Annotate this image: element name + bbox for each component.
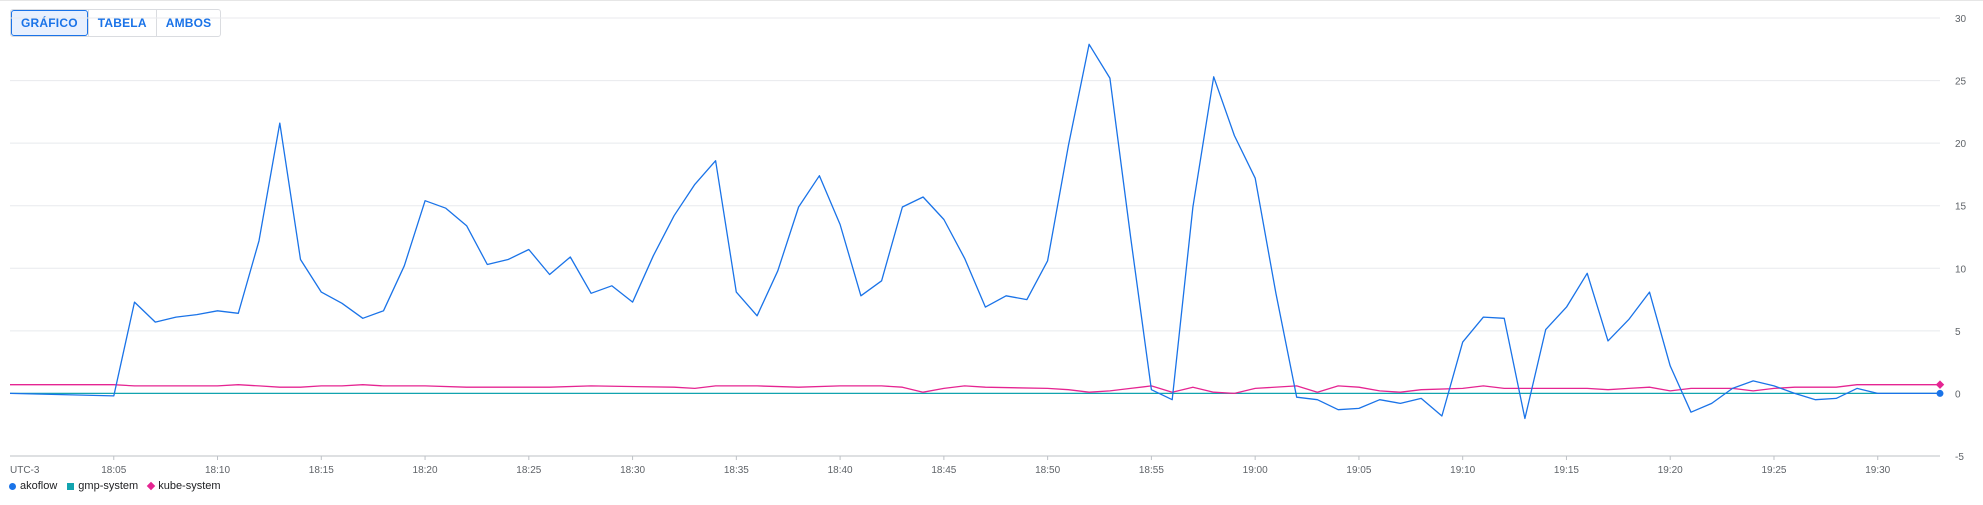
y-tick-label: 25 <box>1955 77 1967 88</box>
x-tick-label: 18:15 <box>309 465 334 476</box>
legend-label: akoflow <box>20 480 58 492</box>
y-tick-label: 0 <box>1955 389 1961 400</box>
legend-label: kube-system <box>158 480 221 492</box>
x-tick-label: 19:15 <box>1554 465 1579 476</box>
x-tick-label: 18:05 <box>101 465 126 476</box>
x-tick-label: 19:00 <box>1243 465 1268 476</box>
circle-marker-icon <box>9 482 16 490</box>
legend-label: gmp-system <box>78 480 139 492</box>
x-tick-label: 19:05 <box>1346 465 1371 476</box>
series-line-akoflow <box>9 43 1940 420</box>
tabela-button[interactable]: TABELA <box>87 10 156 36</box>
x-tick-label: 18:35 <box>724 465 749 476</box>
y-tick-label: 20 <box>1955 139 1967 150</box>
x-tick-label: 18:45 <box>931 465 956 476</box>
legend: akoflow gmp-system kube-system <box>9 480 221 492</box>
ambos-button[interactable]: AMBOS <box>155 10 221 36</box>
x-tick-label: 19:25 <box>1761 465 1786 476</box>
legend-item-gmp-system[interactable]: gmp-system <box>67 480 138 492</box>
y-tick-label: 10 <box>1955 264 1967 275</box>
x-tick-label: 19:30 <box>1865 465 1890 476</box>
y-tick-label: 5 <box>1955 327 1961 338</box>
x-tick-label: 19:10 <box>1450 465 1475 476</box>
y-tick-label: 30 <box>1955 14 1967 25</box>
top-border <box>0 0 1983 1</box>
x-tick-label: 18:10 <box>205 465 230 476</box>
x-tick-label: 18:55 <box>1139 465 1164 476</box>
y-tick-label: -5 <box>1955 452 1964 463</box>
x-tick-label: 18:50 <box>1035 465 1060 476</box>
diamond-marker-icon <box>146 481 156 491</box>
end-marker-akoflow <box>1936 389 1944 397</box>
x-tick-label: 18:20 <box>413 465 438 476</box>
end-marker-kube-system <box>1935 380 1945 389</box>
timezone-label: UTC-3 <box>10 465 40 476</box>
x-tick-label: 18:40 <box>828 465 853 476</box>
x-tick-label: 19:20 <box>1658 465 1683 476</box>
view-toggle: GRÁFICO TABELA AMBOS <box>10 9 222 37</box>
grafico-button[interactable]: GRÁFICO <box>11 10 88 36</box>
x-tick-label: 18:30 <box>620 465 645 476</box>
y-tick-label: 15 <box>1955 202 1967 213</box>
series-line-kube-system <box>10 384 1940 395</box>
square-marker-icon <box>67 482 75 490</box>
legend-item-kube-system[interactable]: kube-system <box>146 480 221 492</box>
x-tick-label: 18:25 <box>516 465 541 476</box>
legend-item-akoflow[interactable]: akoflow <box>9 480 57 492</box>
